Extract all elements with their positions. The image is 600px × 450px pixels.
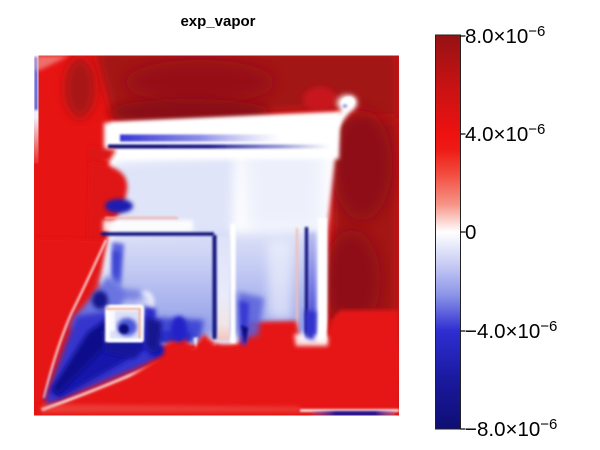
svg-text:4.0×10−6: 4.0×10−6 [465,121,545,146]
svg-text:0: 0 [465,221,476,244]
svg-text:8.0×10−6: 8.0×10−6 [465,23,545,48]
svg-text:exp_vapor: exp_vapor [180,13,255,30]
svg-text:−4.0×10−6: −4.0×10−6 [465,318,557,343]
svg-text:−8.0×10−6: −8.0×10−6 [465,416,557,441]
